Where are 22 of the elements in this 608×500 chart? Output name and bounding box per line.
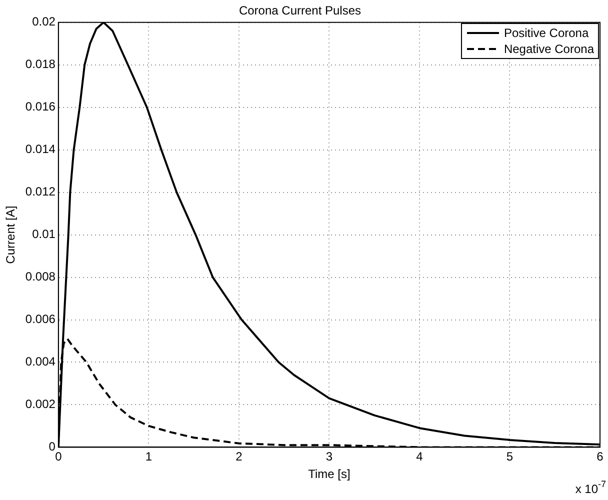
y-tick-label: 0.004 [25,354,56,369]
x-tick-label: 3 [326,450,333,464]
y-tick-label: 0.002 [25,397,56,412]
x-tick-label: 1 [145,450,152,464]
legend-label: Positive Corona [504,26,589,40]
y-tick-label: 0.012 [25,184,56,199]
legend-label: Negative Corona [504,42,594,56]
chart-title: Corona Current Pulses [238,4,362,18]
y-tick-label: 0.02 [32,14,56,29]
y-tick-label: 0.008 [25,270,56,284]
y-tick-label: 0.016 [25,100,56,114]
x-tick-label: 6 [596,450,604,464]
x-tick-label: 4 [416,450,424,464]
y-axis-title: Current [A] [4,206,18,264]
y-tick-label: 0.006 [25,312,56,326]
y-tick-label: 0 [48,440,56,454]
y-tick-label: 0.01 [32,227,56,242]
x-tick-label: 5 [506,450,514,464]
y-tick-label: 0.014 [25,142,56,156]
x-axis-title: Time [s] [308,467,350,482]
y-tick-label: 0.018 [25,57,56,72]
x-tick-label: 2 [236,450,243,464]
